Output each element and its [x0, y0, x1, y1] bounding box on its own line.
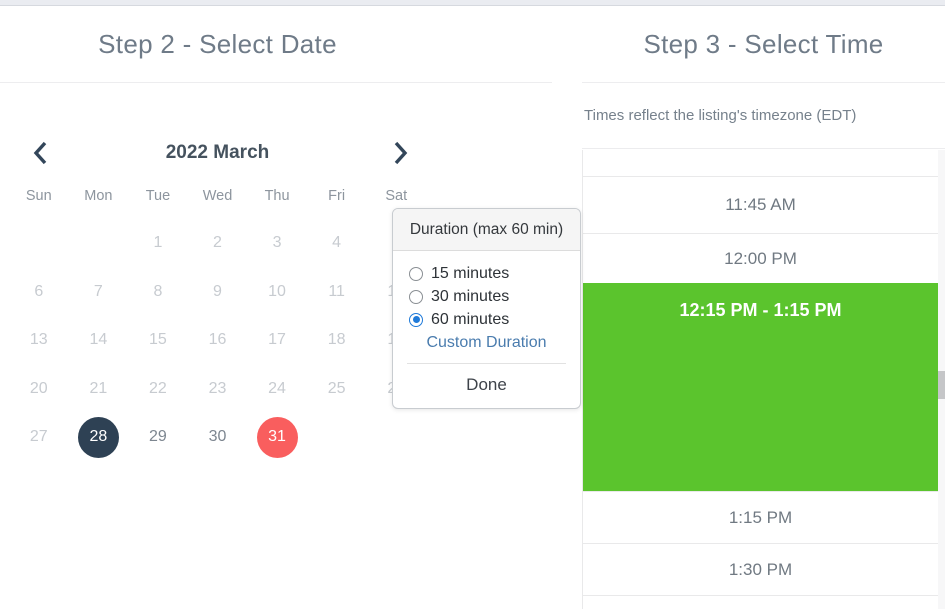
dow-thu: Thu [264, 188, 290, 204]
time-slot-115pm[interactable]: 1:15 PM [583, 491, 938, 543]
day-cell-1: 1 [153, 234, 163, 252]
dow-wed: Wed [202, 188, 233, 204]
day-cell-13: 13 [29, 331, 48, 349]
day-cell-30[interactable]: 30 [208, 428, 227, 446]
time-slot-1145am[interactable]: 11:45 AM [583, 176, 938, 233]
day-cell-22: 22 [149, 379, 167, 397]
radio-unchecked-icon[interactable] [409, 289, 423, 304]
day-cell-14: 14 [89, 331, 108, 349]
duration-option-15-minutes[interactable]: 15 minutes [409, 262, 580, 285]
chevron-left-icon [31, 140, 49, 166]
top-strip [0, 0, 945, 6]
calendar-nav: 2022 March [9, 125, 426, 181]
day-cell-23: 23 [208, 379, 227, 397]
day-cell-21: 21 [89, 379, 108, 397]
dow-sat: Sat [385, 188, 408, 204]
radio-checked-icon[interactable] [409, 312, 423, 327]
day-cell-16: 16 [208, 331, 227, 349]
day-cell-20: 20 [29, 379, 48, 397]
day-cell-empty [307, 413, 367, 462]
day-cell-28-selected[interactable]: 28 [69, 413, 129, 462]
time-slot-1200pm[interactable]: 12:00 PM [583, 233, 938, 283]
day-cell-25: 25 [327, 379, 346, 397]
day-cell-empty [69, 219, 129, 268]
calendar-grid: 1 2 3 4 5 6 7 8 9 10 11 12 13 14 15 16 1… [9, 219, 426, 462]
duration-option-label: 15 minutes [431, 264, 510, 282]
duration-option-60-minutes[interactable]: 60 minutes [409, 308, 580, 331]
calendar-month-title: 2022 March [165, 142, 270, 163]
day-cell-empty [366, 413, 426, 462]
time-slot-partial-top [583, 150, 938, 176]
time-slot-list: 11:45 AM 12:00 PM 12:15 PM - 1:15 PM 1:1… [582, 150, 945, 609]
calendar: 2022 March Sun Mon Tue Wed Thu Fri Sat 1… [9, 125, 426, 462]
select-time-header: Step 3 - Select Time [582, 6, 945, 83]
time-slot-130pm[interactable]: 1:30 PM [583, 543, 938, 595]
radio-unchecked-icon[interactable] [409, 266, 423, 281]
day-cell-8: 8 [153, 282, 163, 300]
dow-tue: Tue [145, 188, 171, 204]
popup-divider [407, 363, 566, 364]
duration-popup: Duration (max 60 min) 15 minutes 30 minu… [392, 208, 581, 409]
time-slot-partial-bottom [583, 595, 938, 609]
day-cell-4: 4 [332, 234, 342, 252]
day-cell-18: 18 [327, 331, 346, 349]
day-cell-2: 2 [213, 234, 222, 252]
page-title-step3: Step 3 - Select Time [643, 28, 884, 59]
scrollbar-thumb[interactable] [938, 371, 945, 399]
dow-sun: Sun [25, 188, 52, 204]
chevron-right-icon [392, 140, 410, 166]
duration-popup-title: Duration (max 60 min) [393, 209, 580, 251]
day-cell-15: 15 [149, 331, 167, 349]
select-date-header: Step 2 - Select Date [0, 6, 552, 83]
day-cell-11: 11 [328, 282, 345, 300]
duration-option-30-minutes[interactable]: 30 minutes [409, 285, 580, 308]
day-cell-31-today[interactable]: 31 [247, 413, 307, 462]
day-cell-29[interactable]: 29 [149, 428, 167, 446]
day-cell-empty [9, 219, 69, 268]
custom-duration-link[interactable]: Custom Duration [426, 334, 547, 351]
calendar-day-headers: Sun Mon Tue Wed Thu Fri Sat [9, 181, 426, 211]
selected-day-circle[interactable]: 28 [77, 416, 119, 458]
day-cell-6: 6 [34, 282, 44, 300]
dow-mon: Mon [84, 188, 113, 204]
day-cell-7: 7 [93, 282, 103, 300]
dow-fri: Fri [328, 188, 346, 204]
day-cell-9: 9 [213, 282, 222, 300]
day-cell-10: 10 [268, 282, 286, 300]
prev-month-button[interactable] [27, 139, 53, 167]
next-month-button[interactable] [388, 139, 414, 167]
duration-options: 15 minutes 30 minutes 60 minutes [393, 251, 580, 331]
page-title-step2: Step 2 - Select Date [98, 28, 337, 59]
done-button[interactable]: Done [393, 364, 580, 405]
timezone-note: Times reflect the listing's timezone (ED… [582, 83, 945, 149]
day-cell-27: 27 [29, 428, 48, 446]
duration-option-label: 30 minutes [431, 287, 510, 305]
day-cell-3: 3 [272, 234, 282, 252]
day-cell-24: 24 [268, 379, 286, 397]
duration-option-label: 60 minutes [431, 310, 510, 328]
day-cell-17: 17 [268, 331, 286, 349]
today-day-circle[interactable]: 31 [256, 416, 298, 458]
time-slot-selected-1215pm[interactable]: 12:15 PM - 1:15 PM [583, 283, 938, 491]
scrollbar-track[interactable] [938, 150, 945, 609]
